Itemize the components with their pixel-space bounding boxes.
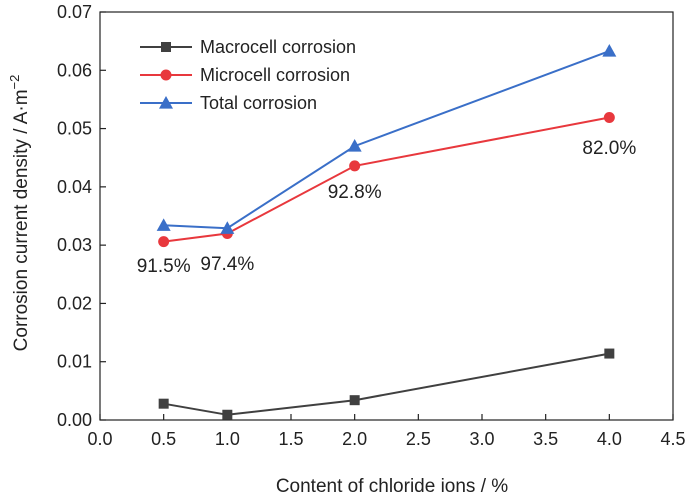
x-axis-ticks: 0.0 0.5 1.0 1.5 2.0 2.5 3.0 3.5 4.0 4.5 xyxy=(87,414,686,449)
y-tick-label: 0.03 xyxy=(57,235,92,255)
legend-marker xyxy=(159,96,173,109)
x-axis-title: Content of chloride ions / % xyxy=(276,476,508,497)
x-tick-label: 0.5 xyxy=(151,429,176,449)
legend-label: Macrocell corrosion xyxy=(200,37,356,57)
x-tick-label: 2.5 xyxy=(406,429,431,449)
series-line xyxy=(163,50,610,230)
data-point xyxy=(602,44,617,57)
data-point xyxy=(158,236,170,248)
percentage-annotation: 92.8% xyxy=(328,182,382,203)
percentage-annotation: 82.0% xyxy=(582,138,636,159)
percentage-annotation: 91.5% xyxy=(137,256,191,277)
legend: Macrocell corrosion Microcell corrosion To… xyxy=(140,37,356,113)
x-tick-label: 4.5 xyxy=(660,429,685,449)
plot-area-border xyxy=(99,11,674,421)
legend-item: Total corrosion xyxy=(140,93,317,113)
x-tick-label: 3.5 xyxy=(533,429,558,449)
data-point xyxy=(603,111,615,123)
y-tick-label: 0.00 xyxy=(57,410,92,430)
x-tick-label: 0.0 xyxy=(87,429,112,449)
percentage-annotation: 97.4% xyxy=(200,254,254,275)
y-axis-title-text: Corrosion current density / A·m xyxy=(11,89,32,351)
y-tick-label: 0.01 xyxy=(57,352,92,372)
data-point xyxy=(347,139,362,152)
y-tick-label: 0.04 xyxy=(57,177,92,197)
y-axis-title-superscript: −2 xyxy=(7,75,22,90)
legend-marker xyxy=(161,42,171,52)
data-point xyxy=(349,160,361,172)
legend-marker xyxy=(160,69,172,81)
legend-item: Microcell corrosion xyxy=(140,65,350,85)
annotation-layer: 91.5% 97.4% 92.8% 82.0% xyxy=(137,138,637,277)
legend-item: Macrocell corrosion xyxy=(140,37,356,57)
x-tick-label: 1.0 xyxy=(215,429,240,449)
y-axis-title: Corrosion current density / A·m−2 xyxy=(7,75,32,352)
data-point xyxy=(604,348,615,359)
y-axis-ticks: 0.00 0.01 0.02 0.03 0.04 0.05 0.06 0.07 xyxy=(57,2,106,430)
data-point xyxy=(222,409,233,420)
plot-frame xyxy=(99,11,674,421)
legend-label: Microcell corrosion xyxy=(200,65,350,85)
series-triangle xyxy=(156,44,617,234)
x-tick-label: 2.0 xyxy=(342,429,367,449)
data-point xyxy=(156,218,171,231)
legend-label: Total corrosion xyxy=(200,93,317,113)
series-line xyxy=(163,352,610,416)
x-tick-label: 1.5 xyxy=(278,429,303,449)
y-tick-label: 0.05 xyxy=(57,119,92,139)
y-tick-label: 0.02 xyxy=(57,293,92,313)
data-point xyxy=(158,398,169,409)
series-layer xyxy=(156,44,617,420)
x-tick-label: 3.0 xyxy=(469,429,494,449)
data-point xyxy=(220,221,235,234)
data-point xyxy=(349,395,360,406)
x-tick-label: 4.0 xyxy=(597,429,622,449)
series-square xyxy=(158,348,615,420)
y-tick-label: 0.07 xyxy=(57,2,92,22)
y-tick-label: 0.06 xyxy=(57,60,92,80)
series-line xyxy=(163,116,610,243)
